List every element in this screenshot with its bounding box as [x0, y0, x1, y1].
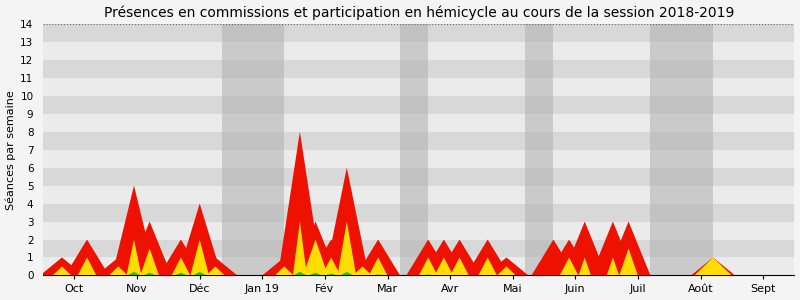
Bar: [43, 42, 794, 60]
Bar: [43, 132, 794, 150]
Polygon shape: [371, 274, 385, 275]
Polygon shape: [406, 239, 450, 275]
Bar: [43, 96, 794, 114]
Polygon shape: [369, 257, 387, 275]
Polygon shape: [438, 239, 482, 275]
Polygon shape: [547, 239, 591, 275]
Bar: [43, 204, 794, 221]
Polygon shape: [478, 257, 497, 275]
Bar: [43, 221, 794, 239]
Polygon shape: [606, 221, 650, 275]
Polygon shape: [531, 239, 575, 275]
Polygon shape: [563, 221, 606, 275]
Polygon shape: [419, 257, 438, 275]
Polygon shape: [578, 257, 591, 275]
Polygon shape: [322, 257, 341, 275]
Polygon shape: [356, 239, 400, 275]
Bar: [526, 24, 554, 275]
Bar: [43, 78, 794, 96]
Bar: [43, 257, 794, 275]
Polygon shape: [194, 257, 238, 275]
Polygon shape: [278, 132, 322, 275]
Bar: [43, 168, 794, 186]
Polygon shape: [109, 266, 128, 275]
Bar: [400, 24, 428, 275]
Polygon shape: [340, 272, 354, 275]
Polygon shape: [325, 274, 338, 275]
Polygon shape: [691, 257, 735, 275]
Polygon shape: [143, 273, 156, 275]
Polygon shape: [262, 257, 306, 275]
Polygon shape: [325, 168, 369, 275]
Title: Présences en commissions et participation en hémicycle au cours de la session 20: Présences en commissions et participatio…: [104, 6, 734, 20]
Polygon shape: [112, 186, 156, 275]
Polygon shape: [126, 239, 142, 275]
Polygon shape: [40, 257, 84, 275]
Bar: [222, 24, 284, 275]
Polygon shape: [293, 221, 307, 275]
Polygon shape: [193, 272, 206, 275]
Bar: [650, 24, 713, 275]
Y-axis label: Séances par semaine: Séances par semaine: [6, 90, 16, 210]
Bar: [43, 114, 794, 132]
Polygon shape: [190, 239, 209, 275]
Polygon shape: [591, 221, 635, 275]
Bar: [43, 239, 794, 257]
Polygon shape: [97, 257, 140, 275]
Polygon shape: [422, 274, 434, 275]
Polygon shape: [294, 221, 338, 275]
Polygon shape: [275, 266, 294, 275]
Polygon shape: [65, 239, 109, 275]
Polygon shape: [619, 248, 638, 275]
Polygon shape: [78, 257, 96, 275]
Polygon shape: [178, 204, 222, 275]
Polygon shape: [485, 257, 528, 275]
Bar: [43, 60, 794, 78]
Bar: [43, 186, 794, 204]
Polygon shape: [422, 239, 466, 275]
Polygon shape: [172, 257, 190, 275]
Polygon shape: [294, 272, 306, 275]
Polygon shape: [303, 239, 328, 275]
Polygon shape: [174, 273, 187, 275]
Polygon shape: [434, 257, 453, 275]
Polygon shape: [206, 266, 225, 275]
Polygon shape: [140, 248, 159, 275]
Polygon shape: [606, 257, 619, 275]
Polygon shape: [128, 221, 171, 275]
Polygon shape: [338, 221, 356, 275]
Bar: [43, 24, 794, 42]
Polygon shape: [560, 257, 578, 275]
Polygon shape: [127, 272, 141, 275]
Polygon shape: [341, 257, 384, 275]
Polygon shape: [497, 266, 516, 275]
Polygon shape: [310, 239, 353, 275]
Polygon shape: [53, 266, 71, 275]
Polygon shape: [450, 257, 469, 275]
Polygon shape: [694, 257, 732, 275]
Polygon shape: [159, 239, 203, 275]
Polygon shape: [353, 266, 372, 275]
Polygon shape: [466, 239, 510, 275]
Polygon shape: [309, 273, 322, 275]
Bar: [43, 150, 794, 168]
